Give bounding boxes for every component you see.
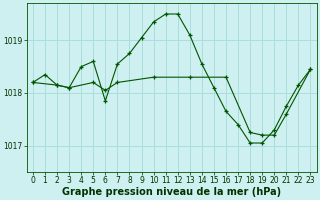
X-axis label: Graphe pression niveau de la mer (hPa): Graphe pression niveau de la mer (hPa) bbox=[62, 187, 281, 197]
